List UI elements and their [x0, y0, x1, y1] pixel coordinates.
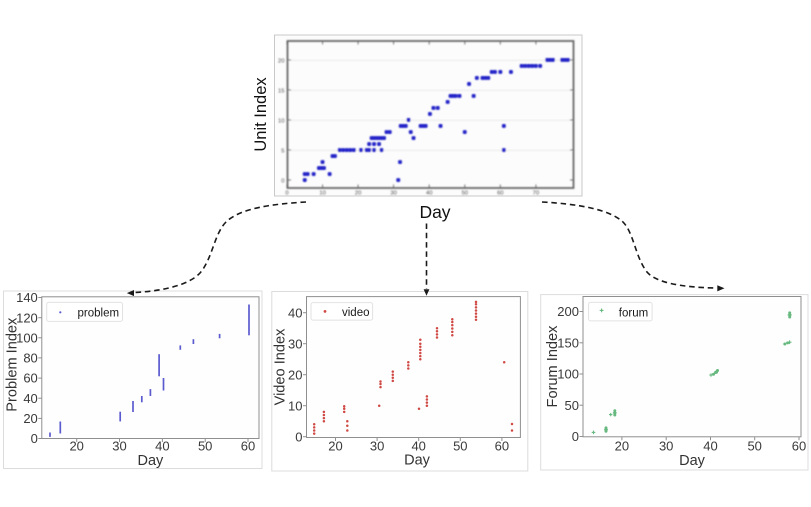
svg-text:Day: Day [404, 453, 431, 469]
svg-text:Day: Day [679, 453, 706, 469]
svg-text:Problem Index: Problem Index [4, 317, 20, 412]
svg-text:100: 100 [16, 330, 38, 345]
svg-text:15: 15 [278, 88, 284, 94]
svg-text:40: 40 [426, 191, 432, 197]
svg-text:60: 60 [241, 439, 255, 454]
svg-text:5: 5 [281, 148, 284, 154]
svg-text:50: 50 [198, 439, 212, 454]
svg-text:0: 0 [285, 191, 288, 197]
svg-text:40: 40 [155, 439, 169, 454]
svg-text:problem: problem [78, 308, 120, 320]
svg-text:20: 20 [328, 439, 342, 454]
svg-text:50: 50 [453, 439, 467, 454]
svg-text:80: 80 [23, 351, 37, 366]
svg-text:100: 100 [557, 367, 579, 382]
svg-text:Unit Index: Unit Index [252, 77, 270, 152]
svg-text:Day: Day [138, 453, 165, 469]
svg-text:Day: Day [419, 202, 450, 222]
svg-text:40: 40 [23, 391, 37, 406]
svg-text:60: 60 [792, 439, 806, 454]
svg-text:0: 0 [572, 429, 579, 444]
svg-text:60: 60 [497, 191, 503, 197]
svg-text:60: 60 [23, 371, 37, 386]
svg-text:20: 20 [23, 411, 37, 426]
svg-text:0: 0 [31, 431, 38, 446]
svg-text:20: 20 [69, 439, 83, 454]
svg-text:40: 40 [288, 305, 302, 320]
svg-text:Forum Index: Forum Index [545, 325, 561, 408]
svg-text:20: 20 [278, 58, 284, 64]
svg-text:0: 0 [295, 429, 302, 444]
svg-text:forum: forum [619, 307, 648, 319]
svg-text:70: 70 [533, 191, 539, 197]
svg-text:10: 10 [278, 118, 284, 124]
svg-text:20: 20 [355, 191, 361, 197]
svg-text:20: 20 [288, 367, 302, 382]
svg-text:40: 40 [411, 439, 425, 454]
svg-text:40: 40 [703, 439, 717, 454]
svg-text:200: 200 [557, 304, 579, 319]
svg-text:30: 30 [370, 439, 384, 454]
svg-text:50: 50 [462, 191, 468, 197]
svg-text:20: 20 [615, 439, 629, 454]
svg-text:video: video [342, 307, 370, 319]
svg-text:50: 50 [565, 398, 579, 413]
svg-text:120: 120 [16, 310, 38, 325]
svg-text:0: 0 [281, 178, 284, 184]
svg-text:Video Index: Video Index [272, 328, 288, 406]
svg-text:140: 140 [16, 290, 38, 305]
svg-text:30: 30 [659, 439, 673, 454]
svg-text:30: 30 [112, 439, 126, 454]
svg-text:60: 60 [495, 439, 509, 454]
svg-text:10: 10 [319, 191, 325, 197]
svg-text:50: 50 [747, 439, 761, 454]
svg-text:10: 10 [288, 398, 302, 413]
svg-text:150: 150 [557, 335, 579, 350]
svg-text:30: 30 [288, 336, 302, 351]
svg-text:30: 30 [390, 191, 396, 197]
